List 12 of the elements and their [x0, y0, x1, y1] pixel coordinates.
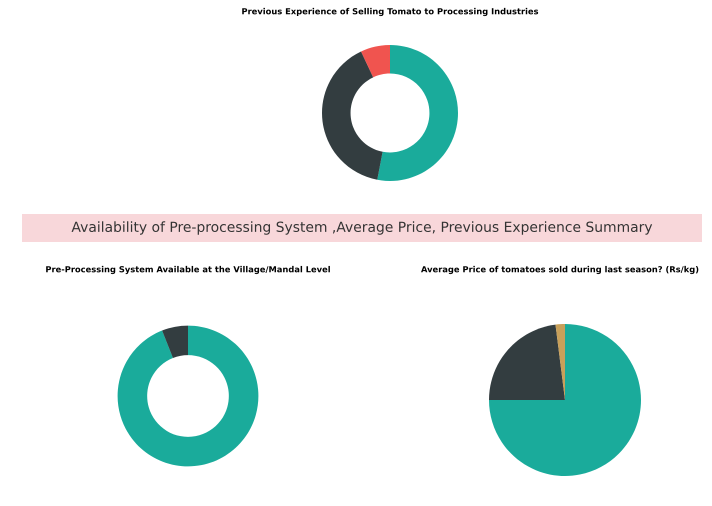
chart-title: Pre-Processing System Available at the Village/Mandal Level: [46, 266, 330, 274]
pie-slice: [489, 324, 565, 400]
pie-slice: [489, 324, 641, 476]
donut-slice: [361, 45, 390, 78]
donut-slice: [322, 51, 383, 180]
text: Availability of Pre-processing System ,Average Price, Previous Experience Summary: [72, 221, 652, 235]
donut-slice: [118, 326, 258, 466]
donut-slice: [377, 45, 458, 181]
chart-title: Average Price of tomatoes sold during last season? (Rs/kg): [421, 266, 698, 274]
donut-slice: [162, 326, 188, 358]
pie-slice: [555, 324, 565, 400]
chart-title: Previous Experience of Selling Tomato to Processing Industries: [242, 8, 538, 16]
